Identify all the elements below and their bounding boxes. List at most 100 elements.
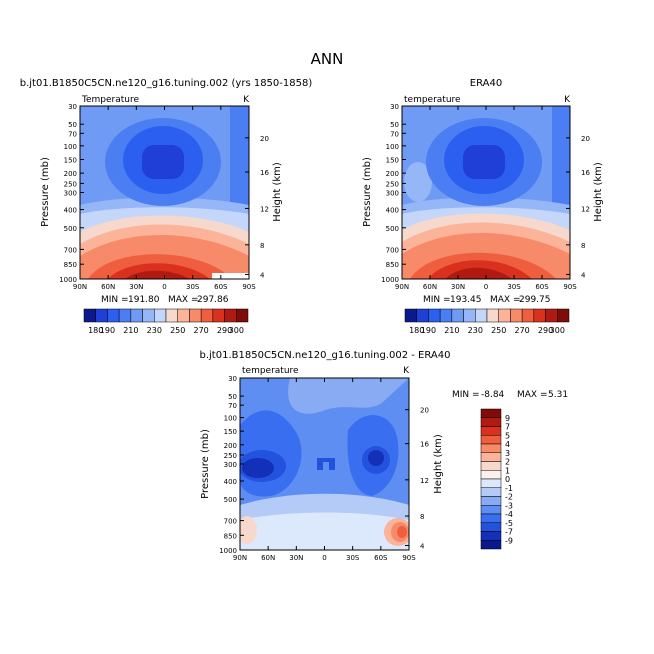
colorbar-swatch — [480, 426, 502, 436]
colorbar-label: 230 — [147, 326, 162, 335]
y-right-tick-label: 12 — [260, 205, 269, 213]
x-tick-label: 90N — [395, 283, 409, 291]
y-right-tick-label: 8 — [260, 242, 264, 250]
colorbar-label: 9 — [505, 414, 510, 423]
y-tick-label: 850 — [386, 261, 399, 269]
colorbar-swatch — [498, 308, 511, 323]
colorbar-swatch — [480, 408, 502, 418]
colorbar-swatch — [165, 308, 178, 323]
x-tick-label: 30N — [289, 554, 303, 562]
y-tick-label: 250 — [386, 180, 399, 188]
y-tick-label: 400 — [386, 207, 399, 215]
panel-model-min-label: MIN = — [101, 295, 129, 305]
y-tick-label: 850 — [224, 532, 237, 540]
colorbar-swatch — [154, 308, 167, 323]
panel-era40-title: ERA40 — [470, 78, 502, 89]
panel-difference-field — [240, 378, 409, 550]
panel-era40-min-label: MIN = — [423, 295, 451, 305]
y-tick-label: 50 — [68, 121, 77, 129]
x-tick-label: 60N — [261, 554, 275, 562]
colorbar-label: 230 — [468, 326, 483, 335]
colorbar-swatch — [486, 308, 499, 323]
y-tick-label: 700 — [64, 246, 77, 254]
panel-model-stats: MIN = 191.80 MAX = 297.86 — [101, 295, 229, 305]
colorbar-label: 190 — [421, 326, 436, 335]
panel-difference-subtitle-left: temperature — [242, 366, 299, 376]
colorbar-label: 4 — [505, 440, 510, 449]
colorbar-swatch — [189, 308, 202, 323]
y-tick-label: 300 — [224, 461, 237, 469]
colorbar-label: 2 — [505, 458, 510, 467]
colorbar-label: 180 — [88, 326, 103, 335]
panel-era40-subtitle-right: K — [564, 95, 571, 105]
panel-difference: b.jt01.B1850C5CN.ne120_g16.tuning.002 - … — [200, 350, 569, 562]
panel-era40-stats: MIN = 193.45 MAX = 299.75 — [423, 295, 551, 305]
y-tick-label: 400 — [224, 478, 237, 486]
colorbar-swatch — [480, 487, 502, 497]
colorbar-label: 300 — [550, 326, 565, 335]
colorbar-swatch — [107, 308, 120, 323]
x-tick-label: 0 — [162, 283, 166, 291]
y-tick-label: 1000 — [219, 547, 237, 555]
x-tick-label: 90S — [242, 283, 256, 291]
y-tick-label: 30 — [68, 103, 77, 111]
y-tick-label: 30 — [390, 103, 399, 111]
panel-difference-ylabel-right: Height (km) — [433, 434, 444, 494]
panel-difference-subtitle-right: K — [403, 366, 410, 376]
panel-model-subtitle-right: K — [243, 95, 250, 105]
colorbar-swatch — [95, 308, 108, 323]
colorbar-label: -1 — [505, 484, 513, 493]
y-tick-label: 300 — [386, 190, 399, 198]
panel-difference-min-value: -8.84 — [481, 390, 505, 400]
x-tick-label: 60S — [374, 554, 388, 562]
colorbar-label: 290 — [538, 326, 553, 335]
panel-era40-field — [402, 106, 570, 279]
colorbar-swatch — [236, 308, 249, 323]
colorbar-label: -2 — [505, 493, 513, 502]
colorbar-swatch — [439, 308, 453, 323]
colorbar-label: 180 — [409, 326, 424, 335]
y-tick-label: 1000 — [381, 276, 399, 284]
colorbar-swatch — [212, 308, 225, 323]
panel-difference-stats: MIN = -8.84 MAX = 5.31 — [452, 390, 568, 400]
panel-model-subtitle-left: Temperature — [81, 95, 139, 105]
colorbar-swatch — [480, 443, 502, 453]
y-tick-label: 70 — [228, 402, 237, 410]
colorbar-swatch — [480, 452, 502, 462]
y-right-tick-label: 12 — [581, 205, 590, 213]
x-tick-label: 30N — [129, 283, 143, 291]
panel-era40-subtitle-left: temperature — [404, 95, 461, 105]
colorbar-swatch — [557, 308, 570, 323]
colorbar-swatch — [404, 308, 417, 323]
y-tick-label: 30 — [228, 375, 237, 383]
panel-model: b.jt01.B1850C5CN.ne120_g16.tuning.002 (y… — [20, 78, 313, 335]
panel-era40: ERA40 temperature K 90N 60N 30N 0 30S 60S 90S 3… — [362, 78, 604, 335]
colorbar-swatch — [480, 470, 502, 480]
panel-era40-ylabel-right: Height (km) — [593, 162, 604, 222]
y-right-tick-label: 16 — [581, 169, 590, 177]
colorbar-swatch — [177, 308, 190, 323]
colorbar-label: 290 — [217, 326, 232, 335]
colorbar-swatch — [224, 308, 237, 323]
colorbar-swatch — [480, 522, 502, 532]
colorbar-label: 270 — [515, 326, 530, 335]
colorbar-swatch — [416, 308, 429, 323]
panel-era40-max-value: 299.75 — [519, 295, 551, 305]
y-right-tick-label: 4 — [581, 271, 586, 279]
x-tick-label: 0 — [322, 554, 326, 562]
y-right-tick-label: 20 — [260, 135, 269, 143]
panel-model-max-value: 297.86 — [197, 295, 229, 305]
colorbar-swatch — [533, 308, 546, 323]
panel-model-ylabel: Pressure (mb) — [40, 157, 51, 227]
colorbar-swatch — [480, 496, 502, 506]
x-tick-label: 90N — [233, 554, 247, 562]
x-tick-label: 60N — [101, 283, 115, 291]
x-tick-label: 60S — [535, 283, 549, 291]
panel-era40-max-label: MAX = — [490, 295, 521, 305]
colorbar-swatch — [118, 308, 132, 323]
y-tick-label: 70 — [68, 130, 77, 138]
colorbar-swatch — [480, 531, 502, 541]
colorbar-label: 3 — [505, 449, 510, 458]
colorbar-label: 1 — [505, 466, 510, 475]
